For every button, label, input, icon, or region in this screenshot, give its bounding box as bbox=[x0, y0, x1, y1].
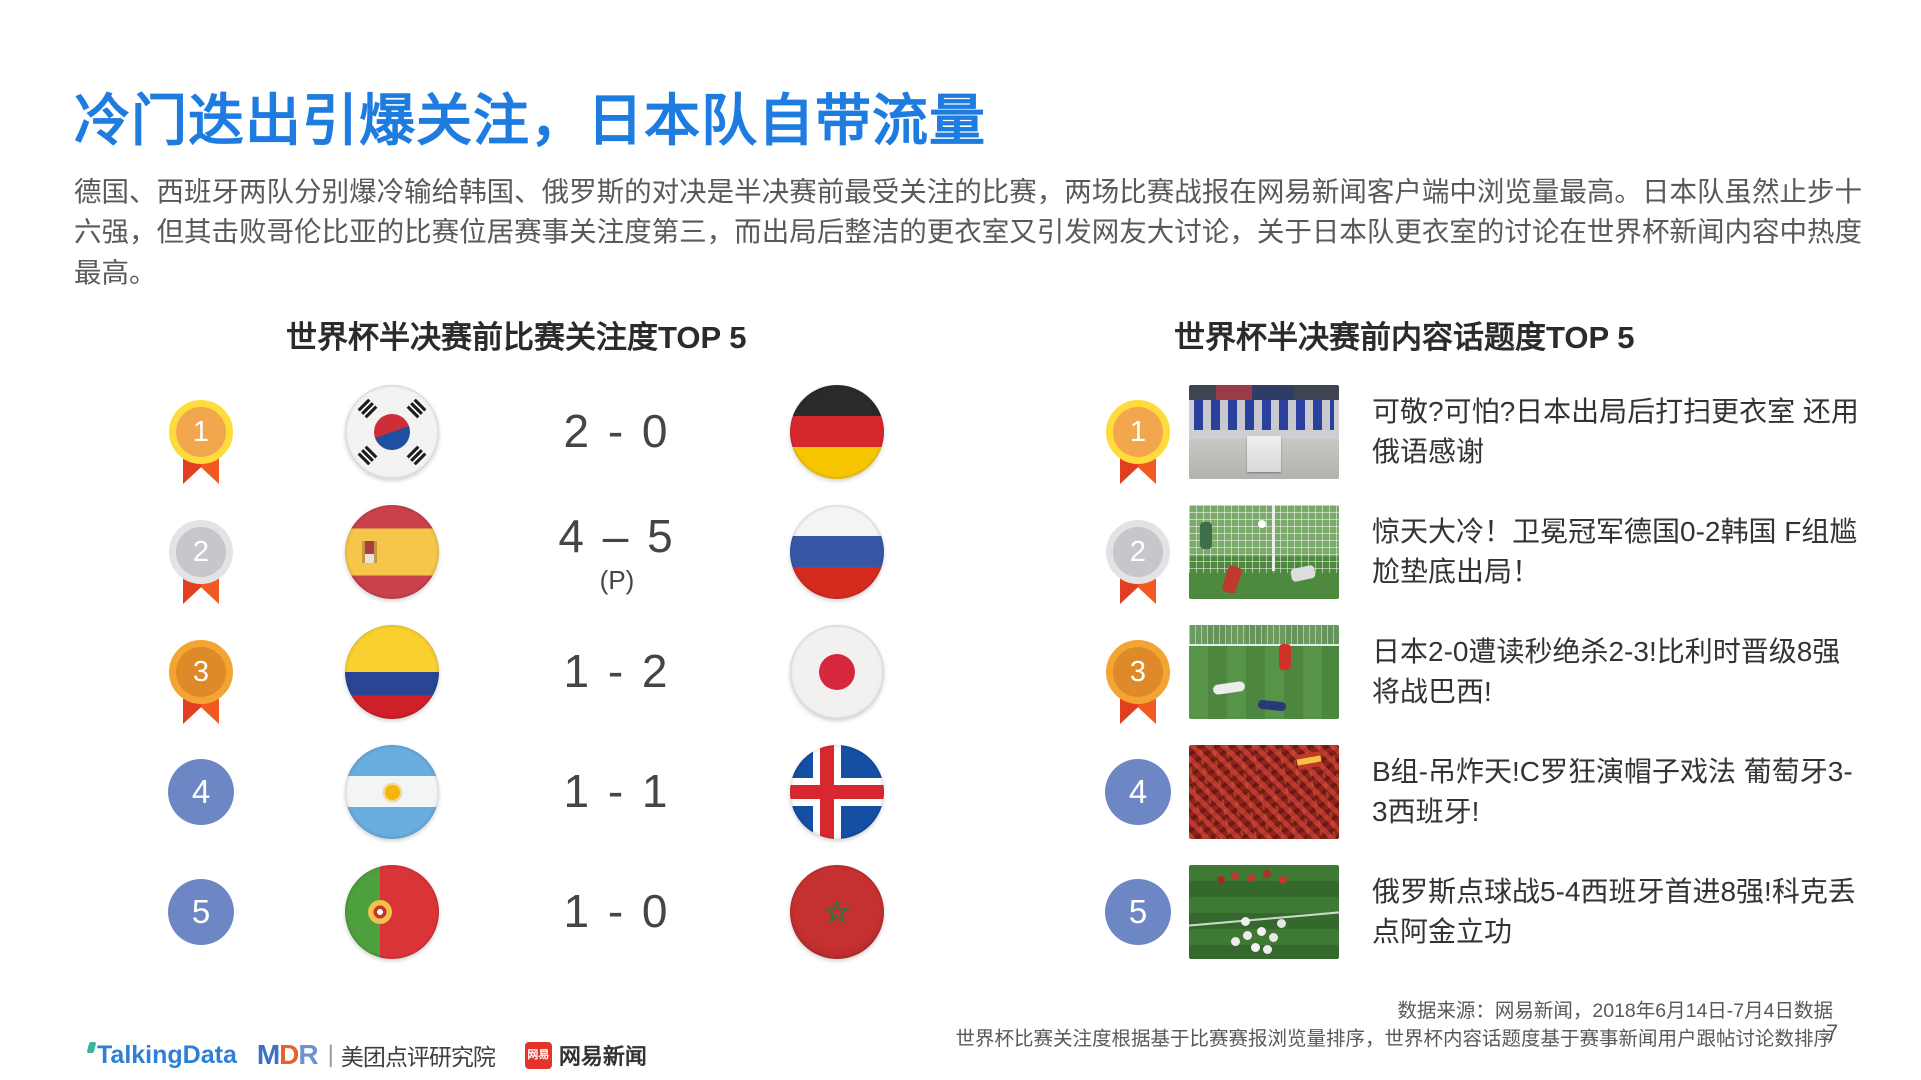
morocco-flag-icon bbox=[790, 865, 884, 959]
rank-5-badge-icon: 5 bbox=[168, 879, 234, 945]
medal-number: 4 bbox=[168, 759, 234, 825]
netease-news-logo: 网易 网易新闻 bbox=[524, 1039, 647, 1071]
news-row-1: 1 可敬?可怕?日本出局后打扫更衣室 还用俄语感谢 bbox=[1096, 372, 1860, 492]
argentina-flag-icon bbox=[345, 745, 439, 839]
medal-number: 1 bbox=[1106, 400, 1170, 464]
medal-number: 5 bbox=[168, 879, 234, 945]
netease-badge-icon: 网易 bbox=[524, 1041, 552, 1069]
news-row-3: 3 日本2-0遭读秒绝杀2-3!比利时晋级8强将战巴西! bbox=[1096, 612, 1860, 732]
thumbnail-japan-locker-room bbox=[1189, 385, 1339, 479]
iceland-flag-icon bbox=[790, 745, 884, 839]
penalty-note: (P) bbox=[599, 564, 635, 595]
rank-1-medal-icon: 1 bbox=[1106, 400, 1170, 484]
news-row-2: 2 惊天大冷！卫冕冠军德国0-2韩国 F组尴尬垫底出局！ bbox=[1096, 492, 1860, 612]
rank-3-medal-icon: 3 bbox=[1106, 640, 1170, 724]
south-korea-flag-icon bbox=[345, 385, 439, 479]
medal-number: 3 bbox=[169, 640, 233, 704]
match-row-4: 4 1 - 1 bbox=[130, 732, 952, 852]
medal-number: 4 bbox=[1105, 759, 1171, 825]
spain-flag-icon bbox=[345, 505, 439, 599]
medal-number: 3 bbox=[1106, 640, 1170, 704]
page-title: 冷门迭出引爆关注，日本队自带流量 bbox=[74, 89, 986, 152]
rank-4-badge-icon: 4 bbox=[168, 759, 234, 825]
rank-1-medal-icon: 1 bbox=[169, 400, 233, 484]
match-attention-list: 1 2 - 0 2 4 – 5 (P) bbox=[130, 372, 952, 972]
talkingdata-tick-icon bbox=[86, 1041, 97, 1053]
thumbnail-germany-korea-goal bbox=[1189, 505, 1339, 599]
page-number: 7 bbox=[1826, 1020, 1839, 1045]
news-headline-1: 可敬?可怕?日本出局后打扫更衣室 还用俄语感谢 bbox=[1372, 395, 1859, 467]
match-row-1: 1 2 - 0 bbox=[130, 372, 952, 492]
source-line-1: 数据来源：网易新闻，2018年6月14日-7月4日数据 bbox=[1397, 1000, 1833, 1022]
rank-2-medal-icon: 2 bbox=[1106, 520, 1170, 604]
news-headline-4: B组-吊炸天!C罗狂演帽子戏法 葡萄牙3-3西班牙! bbox=[1372, 755, 1853, 827]
intro-paragraph: 德国、西班牙两队分别爆冷输给韩国、俄罗斯的对决是半决赛前最受关注的比赛，两场比赛… bbox=[74, 176, 1862, 288]
medal-number: 1 bbox=[169, 400, 233, 464]
content-topic-list: 1 可敬?可怕?日本出局后打扫更衣室 还用俄语感谢 2 bbox=[1096, 372, 1860, 972]
source-line-2: 世界杯比赛关注度根据基于比赛赛报浏览量排序，世界杯内容话题度基于赛事新闻用户跟帖… bbox=[955, 1027, 1833, 1050]
meituan-research-label: 美团点评研究院 bbox=[340, 1044, 496, 1070]
medal-number: 2 bbox=[1106, 520, 1170, 584]
talkingdata-logo: TalkingData bbox=[86, 1041, 237, 1070]
match-row-3: 3 1 - 2 bbox=[130, 612, 952, 732]
news-headline-2: 惊天大冷！卫冕冠军德国0-2韩国 F组尴尬垫底出局！ bbox=[1372, 515, 1858, 587]
thumbnail-russia-celebration bbox=[1189, 865, 1339, 959]
news-headline-5: 俄罗斯点球战5-4西班牙首进8强!科克丢点阿金立功 bbox=[1372, 875, 1856, 947]
japan-flag-icon bbox=[790, 625, 884, 719]
germany-flag-icon bbox=[790, 385, 884, 479]
data-source-note: 数据来源：网易新闻，2018年6月14日-7月4日数据 世界杯比赛关注度根据基于… bbox=[955, 998, 1833, 1053]
rank-2-medal-icon: 2 bbox=[169, 520, 233, 604]
rank-3-medal-icon: 3 bbox=[169, 640, 233, 724]
match-row-2: 2 4 – 5 (P) bbox=[130, 492, 952, 612]
morocco-star-icon bbox=[825, 900, 849, 924]
news-row-4: 4 B组-吊炸天!C罗狂演帽子戏法 葡萄牙3-3西班牙! bbox=[1096, 732, 1860, 852]
medal-number: 2 bbox=[169, 520, 233, 584]
left-panel-title: 世界杯半决赛前比赛关注度TOP 5 bbox=[286, 320, 747, 355]
right-panel-title: 世界杯半决赛前内容话题度TOP 5 bbox=[1174, 320, 1635, 355]
match-score-5: 1 - 0 bbox=[563, 885, 671, 937]
thumbnail-japan-belgium-pitch bbox=[1189, 625, 1339, 719]
match-score-2: 4 – 5 (P) bbox=[558, 509, 676, 595]
portugal-flag-icon bbox=[345, 865, 439, 959]
match-score-1: 2 - 0 bbox=[563, 405, 671, 457]
medal-number: 5 bbox=[1105, 879, 1171, 945]
match-row-5: 5 1 - 0 bbox=[130, 852, 952, 972]
match-score-4: 1 - 1 bbox=[563, 765, 671, 817]
news-row-5: 5 俄罗斯点球战5-4西班牙首进8强!科克丢点阿金立功 bbox=[1096, 852, 1860, 972]
thumbnail-spain-fans-crowd bbox=[1189, 745, 1339, 839]
russia-flag-icon bbox=[790, 505, 884, 599]
news-headline-3: 日本2-0遭读秒绝杀2-3!比利时晋级8强将战巴西! bbox=[1372, 635, 1841, 707]
colombia-flag-icon bbox=[345, 625, 439, 719]
match-score-3: 1 - 2 bbox=[563, 645, 671, 697]
rank-5-badge-icon: 5 bbox=[1105, 879, 1171, 945]
rank-4-badge-icon: 4 bbox=[1105, 759, 1171, 825]
